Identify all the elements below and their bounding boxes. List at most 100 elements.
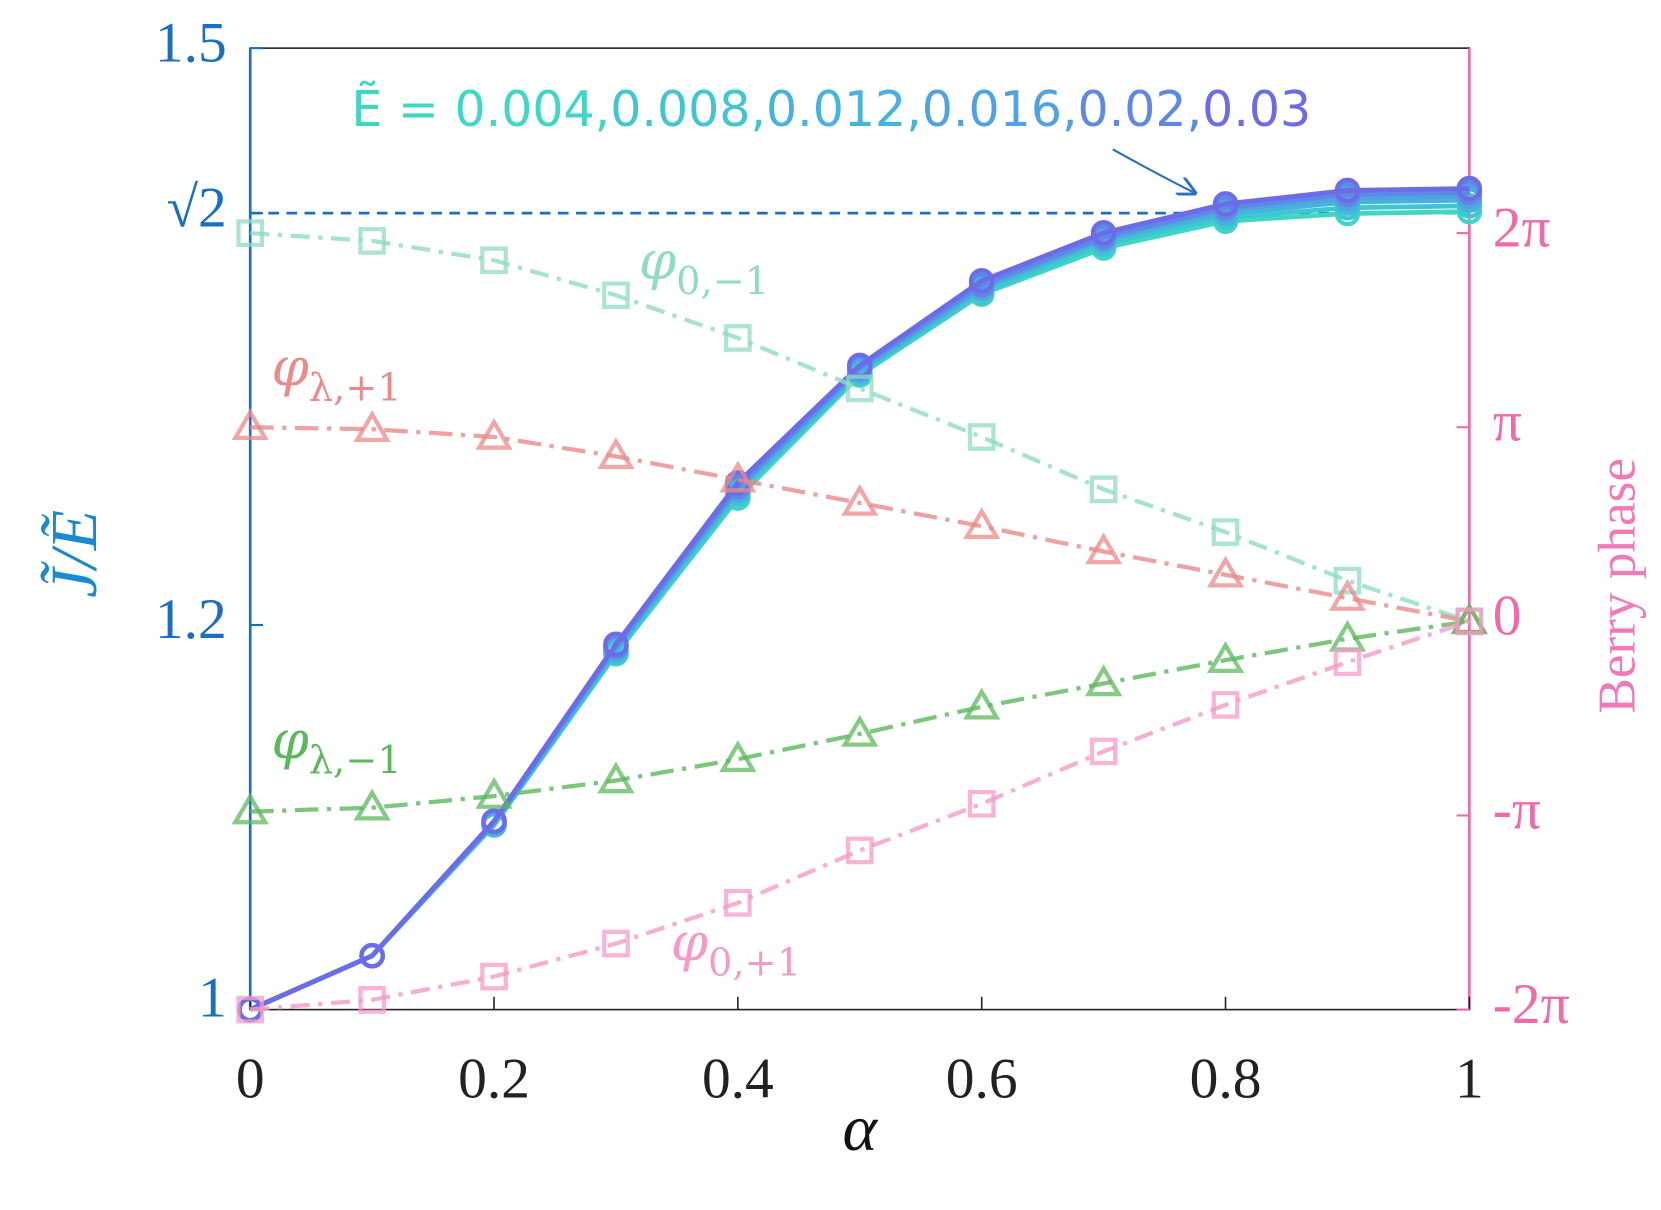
marker: [1084, 532, 1123, 565]
series-label: φλ,−1: [272, 709, 402, 783]
marker: [231, 792, 269, 825]
legend-entry: 0.008: [610, 81, 750, 138]
x-tick-label: 0.4: [702, 1047, 774, 1110]
marker: [1089, 737, 1118, 766]
marker: [1212, 191, 1239, 217]
marker: [967, 423, 996, 451]
x-tick-label: 0.6: [946, 1047, 1018, 1110]
marker: [968, 268, 995, 294]
marker: [359, 942, 385, 969]
x-axis-label: α: [842, 1092, 878, 1165]
series-label: φ0,−1: [639, 230, 769, 304]
marker: [1334, 177, 1361, 204]
y-tick-label: 1: [198, 966, 227, 1029]
series-label: φ0,+1: [671, 912, 801, 986]
annotation-arrow: [1112, 148, 1197, 194]
series-label: φλ,+1: [272, 337, 402, 411]
y-tick-label: √2: [166, 176, 226, 239]
legend-separator: ,: [1062, 81, 1078, 138]
y2-tick-label: 2π: [1493, 196, 1551, 259]
marker: [963, 687, 1001, 720]
legend-entry: 0.03: [1202, 81, 1311, 138]
marker: [841, 483, 879, 516]
marker: [358, 986, 386, 1014]
marker: [475, 417, 513, 450]
legend-entry: 0.012: [766, 81, 906, 138]
legend-entry: 0.02: [1078, 81, 1187, 138]
x-tick-label: 1: [1455, 1047, 1484, 1110]
legend-separator: ,: [906, 81, 922, 138]
series-label-sub: 0,−1: [676, 259, 769, 304]
y-tick-label: 1.2: [155, 588, 227, 651]
marker: [236, 995, 265, 1024]
marker: [602, 929, 630, 958]
marker: [1333, 648, 1362, 676]
marker: [719, 460, 757, 493]
marker: [602, 281, 630, 310]
series-label-symbol: φ: [272, 337, 310, 399]
marker: [1206, 641, 1245, 673]
phase-line: [250, 425, 1470, 624]
marker: [719, 740, 757, 772]
x-tick-label: 0: [236, 1047, 265, 1110]
y2-tick-label: π: [1493, 390, 1522, 453]
legend-space: [439, 81, 455, 138]
marker: [231, 408, 269, 441]
marker: [480, 962, 508, 991]
marker: [358, 227, 386, 255]
marker: [236, 219, 265, 247]
legend-entry: 0.004: [454, 81, 594, 138]
series-label-sub: λ,+1: [309, 366, 402, 411]
legend-entry: 0.016: [922, 81, 1062, 138]
phase-line: [250, 619, 1470, 814]
ratio-line: [249, 186, 1470, 1012]
series-label-symbol: φ: [671, 912, 709, 974]
series-label-symbol: φ: [639, 230, 677, 292]
marker: [353, 788, 391, 821]
marker: [475, 776, 513, 809]
marker: [845, 836, 874, 865]
y2-tick-label: -π: [1493, 779, 1541, 842]
x-tick-label: 0.8: [1190, 1047, 1262, 1110]
marker: [597, 437, 635, 470]
y2-axis-label: Berry phase: [1587, 458, 1646, 714]
marker: [1090, 219, 1117, 246]
y-tick-label: 1.5: [155, 11, 227, 74]
y2-tick-label: 0: [1493, 585, 1522, 648]
legend-separator: ,: [595, 81, 611, 138]
marker: [353, 410, 391, 442]
series-label-symbol: φ: [272, 709, 310, 771]
series-label-sub: 0,+1: [708, 941, 801, 986]
plot-frame: [249, 47, 1471, 1011]
marker: [1211, 690, 1240, 719]
y-axis-label: J̃/Ẽ: [38, 510, 111, 598]
marker: [841, 714, 879, 747]
legend-separator: ,: [750, 81, 766, 138]
marker: [603, 631, 629, 658]
phase-line: [250, 619, 1471, 1012]
x-tick-label: 0.2: [458, 1047, 530, 1110]
marker: [1456, 175, 1483, 202]
legend-separator: ,: [1187, 81, 1203, 138]
marker: [1333, 566, 1362, 595]
marker: [597, 761, 635, 794]
marker: [1089, 475, 1118, 504]
legend-title: Ẽ =: [351, 80, 439, 138]
marker: [845, 374, 874, 403]
marker: [1211, 518, 1240, 546]
plot: 0 0.2 0.4 0.6 0.8 1 1 1.2 √2 1.5 -2π -π 0 π 2π α J̃/Ẽ Ber…: [38, 11, 1647, 1165]
y2-tick-label: -2π: [1493, 973, 1570, 1036]
marker: [1328, 578, 1367, 611]
marker: [963, 507, 1001, 540]
phase-line: [250, 231, 1471, 624]
marker: [724, 324, 752, 352]
marker: [967, 789, 996, 818]
marker: [1206, 555, 1245, 588]
marker: [480, 246, 508, 275]
marker: [1084, 664, 1123, 697]
marker: [724, 888, 752, 917]
marker: [1455, 607, 1484, 636]
marker: [481, 808, 507, 834]
series-label-sub: λ,−1: [309, 738, 402, 783]
